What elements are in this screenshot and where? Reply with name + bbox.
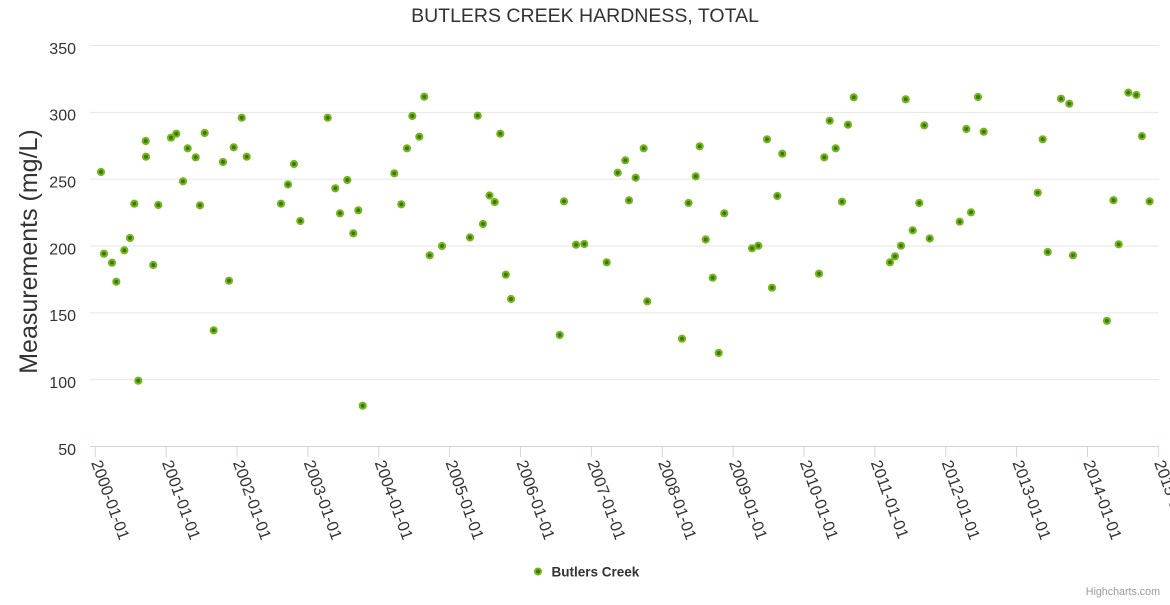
svg-text:250: 250 [49, 174, 76, 191]
svg-text:200: 200 [49, 241, 76, 258]
svg-text:100: 100 [49, 375, 76, 392]
svg-text:300: 300 [49, 108, 76, 125]
svg-text:Butlers Creek: Butlers Creek [552, 565, 640, 580]
svg-text:350: 350 [49, 41, 76, 58]
svg-text:BUTLERS CREEK HARDNESS, TOTAL: BUTLERS CREEK HARDNESS, TOTAL [411, 5, 759, 27]
svg-text:Measurements (mg/L): Measurements (mg/L) [15, 129, 43, 374]
svg-text:Highcharts.com: Highcharts.com [1086, 586, 1160, 598]
svg-text:150: 150 [49, 308, 76, 325]
svg-text:50: 50 [58, 442, 76, 459]
